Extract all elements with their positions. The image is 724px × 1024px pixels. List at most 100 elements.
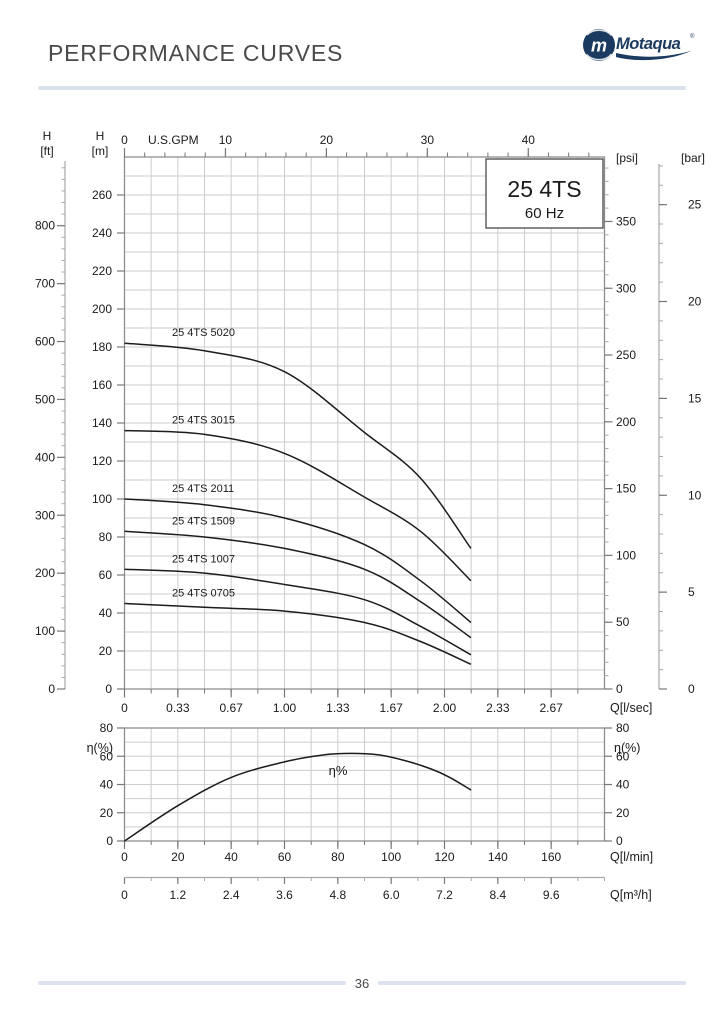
- series-label: 25 4TS 0705: [172, 588, 235, 600]
- tick-label: 140: [92, 416, 112, 430]
- tick-label: 160: [92, 378, 112, 392]
- pump-curves: 25 4TS 5020 25 4TS 3015 25 4TS 2011 25 4TS …: [124, 327, 472, 665]
- chart-title: 25 4TS: [507, 176, 581, 202]
- tick-label: 0.33: [166, 701, 190, 715]
- tick-label: 3.6: [276, 888, 293, 902]
- tick-label: 20: [100, 806, 114, 820]
- tick-label: 600: [35, 335, 55, 349]
- tick-label: 0: [48, 682, 55, 696]
- tick-label: 400: [35, 450, 55, 464]
- tick-label: 200: [92, 302, 112, 316]
- tick-label: 8.4: [489, 888, 506, 902]
- tick-label: 220: [92, 264, 112, 278]
- tick-label: 1.2: [169, 888, 186, 902]
- page-number: 36: [354, 975, 370, 991]
- upper-chart: 0 10 20 30 40 U.S.GPM 0 0.33 0.67 1.00 1.33 1.67 2.0…: [35, 129, 705, 715]
- curve-25-4TS-1509: [124, 530, 472, 639]
- tick-label: 60: [99, 568, 113, 582]
- tick-label: 120: [92, 454, 112, 468]
- tick-label: 200: [35, 566, 55, 580]
- header-divider: [38, 86, 686, 90]
- eta-curve-label: η%: [329, 763, 348, 778]
- tick-label: 1.00: [273, 701, 297, 715]
- psi-axis: 350 300 250 200 150 100 50 0 [psi]: [604, 151, 638, 696]
- eta-curve: η%: [124, 752, 472, 842]
- tick-label: 0: [616, 834, 623, 848]
- tick-label: 40: [99, 606, 113, 620]
- tick-label: 40: [224, 850, 238, 864]
- tick-label: 60: [100, 749, 114, 763]
- tick-label: 250: [616, 348, 636, 362]
- page-title: PERFORMANCE CURVES: [48, 40, 344, 66]
- tick-label: 2.00: [433, 701, 457, 715]
- tick-label: 0: [688, 682, 695, 696]
- m3h-axis: 0 1.2 2.4 3.6 4.8 6.0 7.2 8.4 9.6 Q[m³/h]: [121, 876, 652, 902]
- lower-chart: 80 60 40 20 0 η(%) 80 60 40 20 0 η(%) 0 20 40 60 80 100 12…: [87, 721, 653, 902]
- logo-swirl-icon: [585, 53, 613, 61]
- tick-label: 140: [488, 850, 508, 864]
- series-label: 25 4TS 1007: [172, 553, 235, 565]
- tick-label: 30: [421, 133, 435, 147]
- lmin-axis-label: Q[l/min]: [610, 850, 653, 864]
- tick-label: 80: [99, 530, 113, 544]
- tick-label: 0: [106, 834, 113, 848]
- tick-label: 300: [616, 281, 636, 295]
- tick-label: 350: [616, 214, 636, 228]
- tick-label: 200: [616, 415, 636, 429]
- tick-label: 700: [35, 277, 55, 291]
- ft-axis-header: H: [43, 129, 52, 143]
- tick-label: 60: [616, 749, 630, 763]
- tick-label: 40: [522, 133, 536, 147]
- psi-axis-header: [psi]: [616, 151, 638, 165]
- chart-subtitle: 60 Hz: [525, 205, 564, 222]
- lmin-axis: 0 20 40 60 80 100 120 140 160 Q[l/min]: [121, 841, 653, 864]
- series-label: 25 4TS 3015: [172, 415, 235, 427]
- curve-25-4TS-0705: [124, 602, 472, 665]
- tick-label: 0: [121, 701, 128, 715]
- tick-label: 15: [688, 391, 702, 405]
- tick-label: 20: [99, 644, 113, 658]
- tick-label: 120: [434, 850, 454, 864]
- m3h-axis-label: Q[m³/h]: [610, 888, 652, 902]
- tick-label: 80: [331, 850, 345, 864]
- curve-25-4TS-1007: [124, 568, 472, 656]
- curve-25-4TS-5020: [124, 342, 472, 549]
- series-label: 25 4TS 2011: [172, 483, 234, 495]
- curve-25-4TS-2011: [124, 498, 472, 624]
- tick-label: 20: [616, 806, 630, 820]
- tick-label: 4.8: [329, 888, 346, 902]
- tick-label: 7.2: [436, 888, 453, 902]
- tick-label: 240: [92, 226, 112, 240]
- tick-label: 0: [121, 133, 128, 147]
- page-footer: 36: [38, 975, 686, 991]
- tick-label: 50: [616, 615, 630, 629]
- tick-label: 260: [92, 188, 112, 202]
- curve-eta: [124, 752, 472, 842]
- tick-label: 80: [100, 721, 114, 735]
- logo-circle-icon: [583, 29, 615, 61]
- tick-label: 2.67: [539, 701, 563, 715]
- tick-label: 100: [35, 624, 55, 638]
- eta-axis-header: η(%): [87, 741, 113, 755]
- eta-axis-header: η(%): [614, 741, 640, 755]
- logo-wordmark: Motaqua: [616, 35, 681, 53]
- title-box-frame: [485, 158, 604, 229]
- ft-axis: 800 700 600 500 400 300 200 100 0 H[ft]: [35, 129, 66, 696]
- series-label: 25 4TS 1509: [172, 515, 235, 527]
- lsec-axis-label: Q[l/sec]: [610, 701, 652, 715]
- tick-label: 2.4: [223, 888, 240, 902]
- logo-registered-mark: ®: [690, 33, 695, 40]
- m-axis-header: H: [96, 129, 105, 143]
- tick-label: 10: [688, 488, 702, 502]
- tick-label: 40: [100, 778, 114, 792]
- tick-label: 9.6: [543, 888, 560, 902]
- bar-axis: 25 20 15 10 5 0 [bar]: [658, 151, 705, 696]
- logo-swoosh-icon: [616, 50, 692, 61]
- tick-label: 60: [278, 850, 292, 864]
- tick-label: 500: [35, 392, 55, 406]
- title-box: 25 4TS 60 Hz: [485, 158, 604, 229]
